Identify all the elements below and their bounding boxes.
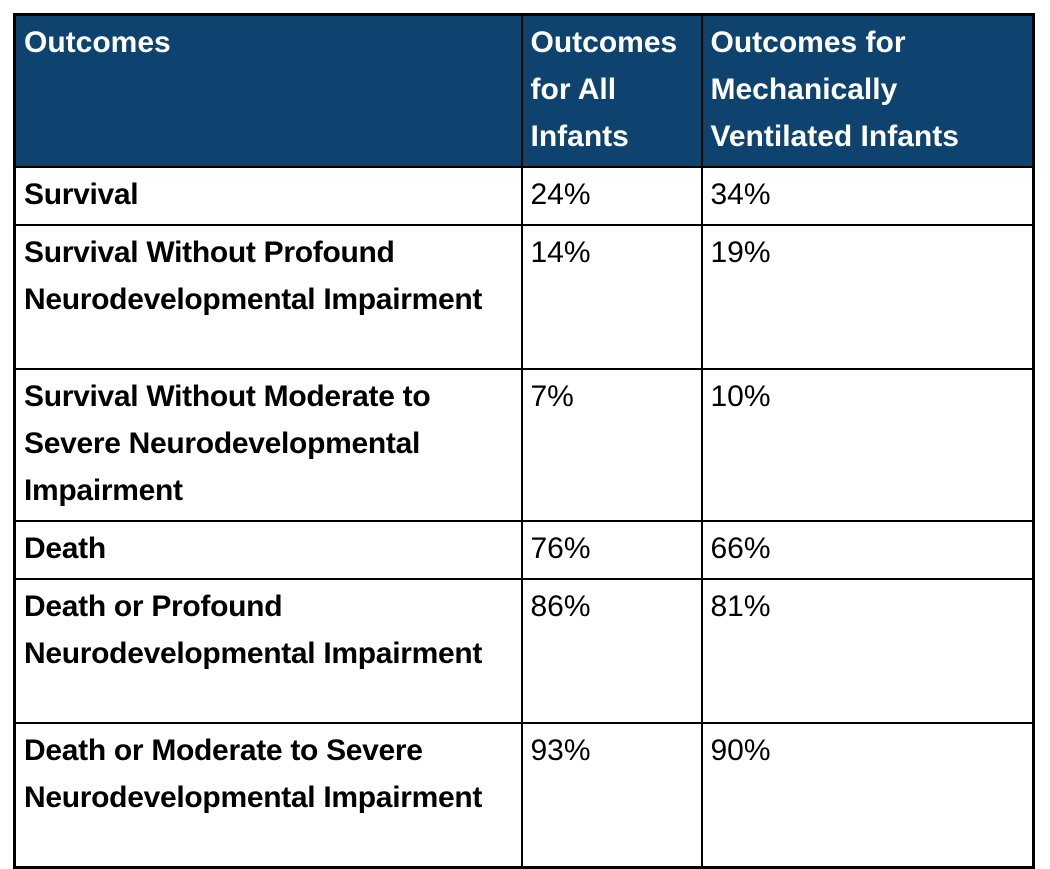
ventilated-value: 19% bbox=[700, 224, 1035, 370]
table-body: Survival 24% 34% Survival Without Profou… bbox=[13, 166, 1035, 868]
all-infants-value: 93% bbox=[520, 722, 703, 868]
all-infants-value: 76% bbox=[520, 520, 703, 580]
table-row-survival-without-moderate-severe: Survival Without Moderate to Severe Neur… bbox=[13, 368, 1035, 522]
all-infants-value: 24% bbox=[520, 166, 703, 226]
all-infants-value: 7% bbox=[520, 368, 703, 522]
ventilated-value: 81% bbox=[700, 578, 1035, 724]
ventilated-value: 90% bbox=[700, 722, 1035, 868]
table-row-survival: Survival 24% 34% bbox=[13, 166, 1035, 226]
outcome-label: Survival Without Moderate to Severe Neur… bbox=[13, 368, 523, 522]
ventilated-value: 10% bbox=[700, 368, 1035, 522]
header-row: Outcomes Outcomes for All Infants Outcom… bbox=[13, 13, 1035, 168]
all-infants-value: 14% bbox=[520, 224, 703, 370]
table-row-death-or-profound: Death or Profound Neurodevelopmental Imp… bbox=[13, 578, 1035, 724]
column-header-outcomes: Outcomes bbox=[13, 13, 523, 168]
ventilated-value: 34% bbox=[700, 166, 1035, 226]
ventilated-value: 66% bbox=[700, 520, 1035, 580]
outcome-label: Survival bbox=[13, 166, 523, 226]
outcome-label: Death bbox=[13, 520, 523, 580]
table-header: Outcomes Outcomes for All Infants Outcom… bbox=[13, 13, 1035, 168]
column-header-all-infants: Outcomes for All Infants bbox=[520, 13, 703, 168]
page: Outcomes Outcomes for All Infants Outcom… bbox=[13, 13, 1035, 869]
outcomes-table: Outcomes Outcomes for All Infants Outcom… bbox=[13, 13, 1035, 869]
outcome-label: Survival Without Profound Neurodevelopme… bbox=[13, 224, 523, 370]
all-infants-value: 86% bbox=[520, 578, 703, 724]
table-row-death: Death 76% 66% bbox=[13, 520, 1035, 580]
column-header-ventilated-infants: Outcomes for Mechanically Ventilated Inf… bbox=[700, 13, 1035, 168]
table-row-death-or-moderate-severe: Death or Moderate to Severe Neurodevelop… bbox=[13, 722, 1035, 868]
table-row-survival-without-profound: Survival Without Profound Neurodevelopme… bbox=[13, 224, 1035, 370]
outcome-label: Death or Profound Neurodevelopmental Imp… bbox=[13, 578, 523, 724]
outcome-label: Death or Moderate to Severe Neurodevelop… bbox=[13, 722, 523, 868]
